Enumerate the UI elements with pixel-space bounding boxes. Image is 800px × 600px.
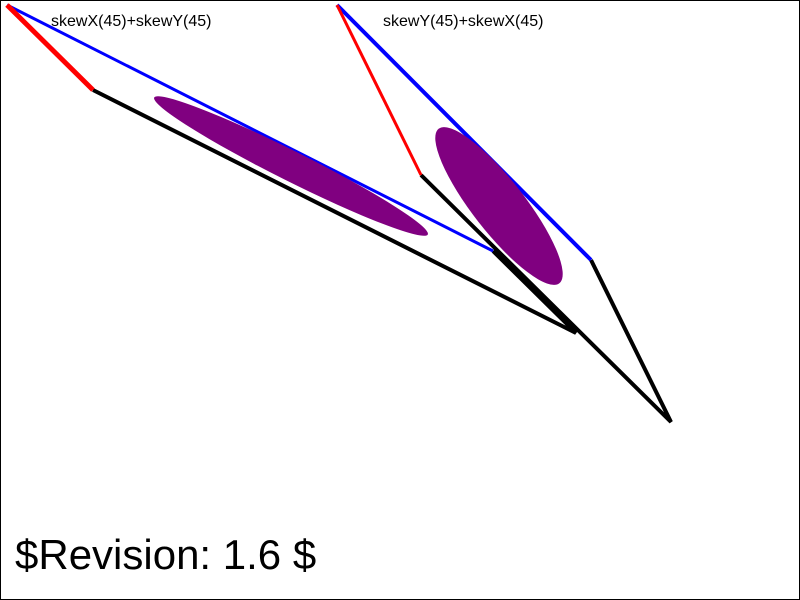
label-skewy-skewx: skewY(45)+skewX(45) — [383, 13, 544, 30]
skewed-y-axis — [335, 4, 423, 176]
skewed-outline — [92, 88, 578, 335]
skewed-ellipse — [435, 127, 563, 285]
skewed-x-axis — [6, 3, 494, 253]
skewed-y-axis — [5, 3, 95, 92]
skewed-ellipse — [154, 96, 428, 236]
figure-skewy-skewx: skewY(45)+skewX(45) — [335, 3, 673, 424]
figure-skewx-skewy: skewX(45)+skewY(45) — [5, 3, 578, 335]
skewed-x-axis — [335, 3, 593, 262]
label-skewx-skewy: skewX(45)+skewY(45) — [51, 13, 212, 30]
skewed-outline — [419, 173, 673, 424]
revision-label: $Revision: 1.6 $ — [15, 531, 316, 578]
